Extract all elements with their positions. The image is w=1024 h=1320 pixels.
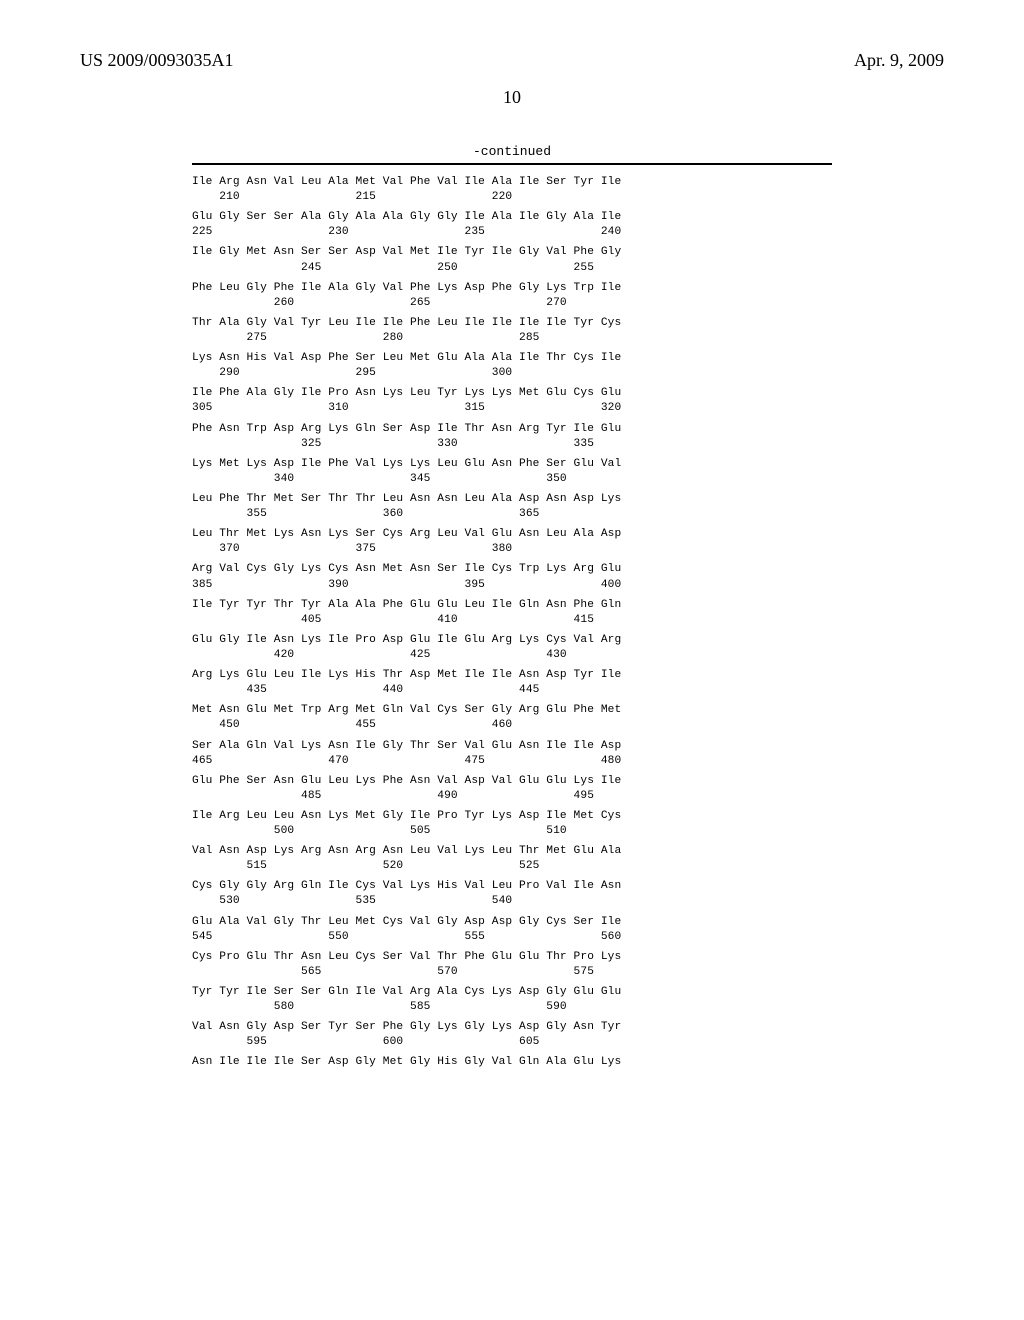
position-numbers: 245 250 255 <box>192 261 832 276</box>
amino-acid-line: Met Asn Glu Met Trp Arg Met Gln Val Cys … <box>192 703 832 718</box>
position-numbers: 225 230 235 240 <box>192 225 832 240</box>
amino-acid-line: Leu Thr Met Lys Asn Lys Ser Cys Arg Leu … <box>192 527 832 542</box>
sequence-row: Phe Asn Trp Asp Arg Lys Gln Ser Asp Ile … <box>192 422 832 452</box>
sequence-row: Ile Tyr Tyr Thr Tyr Ala Ala Phe Glu Glu … <box>192 598 832 628</box>
sequence-row: Glu Ala Val Gly Thr Leu Met Cys Val Gly … <box>192 915 832 945</box>
position-numbers: 275 280 285 <box>192 331 832 346</box>
amino-acid-line: Phe Asn Trp Asp Arg Lys Gln Ser Asp Ile … <box>192 422 832 437</box>
sequence-row: Arg Lys Glu Leu Ile Lys His Thr Asp Met … <box>192 668 832 698</box>
amino-acid-line: Ile Arg Asn Val Leu Ala Met Val Phe Val … <box>192 175 832 190</box>
amino-acid-line: Glu Ala Val Gly Thr Leu Met Cys Val Gly … <box>192 915 832 930</box>
position-numbers: 580 585 590 <box>192 1000 832 1015</box>
sequence-row: Asn Ile Ile Ile Ser Asp Gly Met Gly His … <box>192 1055 832 1070</box>
position-numbers: 500 505 510 <box>192 824 832 839</box>
position-numbers: 405 410 415 <box>192 613 832 628</box>
position-numbers: 595 600 605 <box>192 1035 832 1050</box>
sequence-row: Lys Met Lys Asp Ile Phe Val Lys Lys Leu … <box>192 457 832 487</box>
sequence-row: Glu Gly Ser Ser Ala Gly Ala Ala Gly Gly … <box>192 210 832 240</box>
amino-acid-line: Tyr Tyr Ile Ser Ser Gln Ile Val Arg Ala … <box>192 985 832 1000</box>
amino-acid-line: Asn Ile Ile Ile Ser Asp Gly Met Gly His … <box>192 1055 832 1070</box>
amino-acid-line: Lys Asn His Val Asp Phe Ser Leu Met Glu … <box>192 351 832 366</box>
rule-top <box>192 163 832 165</box>
amino-acid-line: Thr Ala Gly Val Tyr Leu Ile Ile Phe Leu … <box>192 316 832 331</box>
amino-acid-line: Ile Arg Leu Leu Asn Lys Met Gly Ile Pro … <box>192 809 832 824</box>
position-numbers: 465 470 475 480 <box>192 754 832 769</box>
publication-date: Apr. 9, 2009 <box>854 50 944 71</box>
amino-acid-line: Lys Met Lys Asp Ile Phe Val Lys Lys Leu … <box>192 457 832 472</box>
sequence-listing: Ile Arg Asn Val Leu Ala Met Val Phe Val … <box>192 175 832 1071</box>
position-numbers: 485 490 495 <box>192 789 832 804</box>
sequence-row: Phe Leu Gly Phe Ile Ala Gly Val Phe Lys … <box>192 281 832 311</box>
amino-acid-line: Cys Gly Gly Arg Gln Ile Cys Val Lys His … <box>192 879 832 894</box>
sequence-row: Glu Gly Ile Asn Lys Ile Pro Asp Glu Ile … <box>192 633 832 663</box>
amino-acid-line: Cys Pro Glu Thr Asn Leu Cys Ser Val Thr … <box>192 950 832 965</box>
amino-acid-line: Leu Phe Thr Met Ser Thr Thr Leu Asn Asn … <box>192 492 832 507</box>
sequence-row: Ile Arg Leu Leu Asn Lys Met Gly Ile Pro … <box>192 809 832 839</box>
publication-number: US 2009/0093035A1 <box>80 50 234 71</box>
position-numbers: 290 295 300 <box>192 366 832 381</box>
amino-acid-line: Glu Gly Ile Asn Lys Ile Pro Asp Glu Ile … <box>192 633 832 648</box>
amino-acid-line: Ile Tyr Tyr Thr Tyr Ala Ala Phe Glu Glu … <box>192 598 832 613</box>
sequence-row: Glu Phe Ser Asn Glu Leu Lys Phe Asn Val … <box>192 774 832 804</box>
position-numbers: 545 550 555 560 <box>192 930 832 945</box>
position-numbers: 420 425 430 <box>192 648 832 663</box>
sequence-row: Thr Ala Gly Val Tyr Leu Ile Ile Phe Leu … <box>192 316 832 346</box>
position-numbers: 515 520 525 <box>192 859 832 874</box>
amino-acid-line: Arg Lys Glu Leu Ile Lys His Thr Asp Met … <box>192 668 832 683</box>
sequence-row: Leu Thr Met Lys Asn Lys Ser Cys Arg Leu … <box>192 527 832 557</box>
amino-acid-line: Glu Phe Ser Asn Glu Leu Lys Phe Asn Val … <box>192 774 832 789</box>
sequence-row: Cys Pro Glu Thr Asn Leu Cys Ser Val Thr … <box>192 950 832 980</box>
page-header: US 2009/0093035A1 Apr. 9, 2009 <box>80 50 944 71</box>
amino-acid-line: Glu Gly Ser Ser Ala Gly Ala Ala Gly Gly … <box>192 210 832 225</box>
continued-label: -continued <box>80 144 944 159</box>
amino-acid-line: Phe Leu Gly Phe Ile Ala Gly Val Phe Lys … <box>192 281 832 296</box>
amino-acid-line: Arg Val Cys Gly Lys Cys Asn Met Asn Ser … <box>192 562 832 577</box>
sequence-row: Cys Gly Gly Arg Gln Ile Cys Val Lys His … <box>192 879 832 909</box>
sequence-row: Ile Gly Met Asn Ser Ser Asp Val Met Ile … <box>192 245 832 275</box>
position-numbers: 325 330 335 <box>192 437 832 452</box>
sequence-row: Met Asn Glu Met Trp Arg Met Gln Val Cys … <box>192 703 832 733</box>
sequence-row: Ile Arg Asn Val Leu Ala Met Val Phe Val … <box>192 175 832 205</box>
position-numbers: 450 455 460 <box>192 718 832 733</box>
page-number: 10 <box>80 87 944 108</box>
position-numbers: 530 535 540 <box>192 894 832 909</box>
position-numbers: 385 390 395 400 <box>192 578 832 593</box>
position-numbers: 305 310 315 320 <box>192 401 832 416</box>
amino-acid-line: Ile Gly Met Asn Ser Ser Asp Val Met Ile … <box>192 245 832 260</box>
sequence-row: Lys Asn His Val Asp Phe Ser Leu Met Glu … <box>192 351 832 381</box>
position-numbers: 355 360 365 <box>192 507 832 522</box>
sequence-row: Tyr Tyr Ile Ser Ser Gln Ile Val Arg Ala … <box>192 985 832 1015</box>
sequence-row: Val Asn Gly Asp Ser Tyr Ser Phe Gly Lys … <box>192 1020 832 1050</box>
position-numbers: 260 265 270 <box>192 296 832 311</box>
amino-acid-line: Ile Phe Ala Gly Ile Pro Asn Lys Leu Tyr … <box>192 386 832 401</box>
position-numbers: 340 345 350 <box>192 472 832 487</box>
position-numbers: 210 215 220 <box>192 190 832 205</box>
sequence-row: Arg Val Cys Gly Lys Cys Asn Met Asn Ser … <box>192 562 832 592</box>
sequence-row: Leu Phe Thr Met Ser Thr Thr Leu Asn Asn … <box>192 492 832 522</box>
sequence-row: Ile Phe Ala Gly Ile Pro Asn Lys Leu Tyr … <box>192 386 832 416</box>
amino-acid-line: Ser Ala Gln Val Lys Asn Ile Gly Thr Ser … <box>192 739 832 754</box>
page: US 2009/0093035A1 Apr. 9, 2009 10 -conti… <box>0 0 1024 1320</box>
position-numbers: 370 375 380 <box>192 542 832 557</box>
amino-acid-line: Val Asn Asp Lys Arg Asn Arg Asn Leu Val … <box>192 844 832 859</box>
sequence-row: Val Asn Asp Lys Arg Asn Arg Asn Leu Val … <box>192 844 832 874</box>
position-numbers: 565 570 575 <box>192 965 832 980</box>
position-numbers: 435 440 445 <box>192 683 832 698</box>
sequence-row: Ser Ala Gln Val Lys Asn Ile Gly Thr Ser … <box>192 739 832 769</box>
amino-acid-line: Val Asn Gly Asp Ser Tyr Ser Phe Gly Lys … <box>192 1020 832 1035</box>
